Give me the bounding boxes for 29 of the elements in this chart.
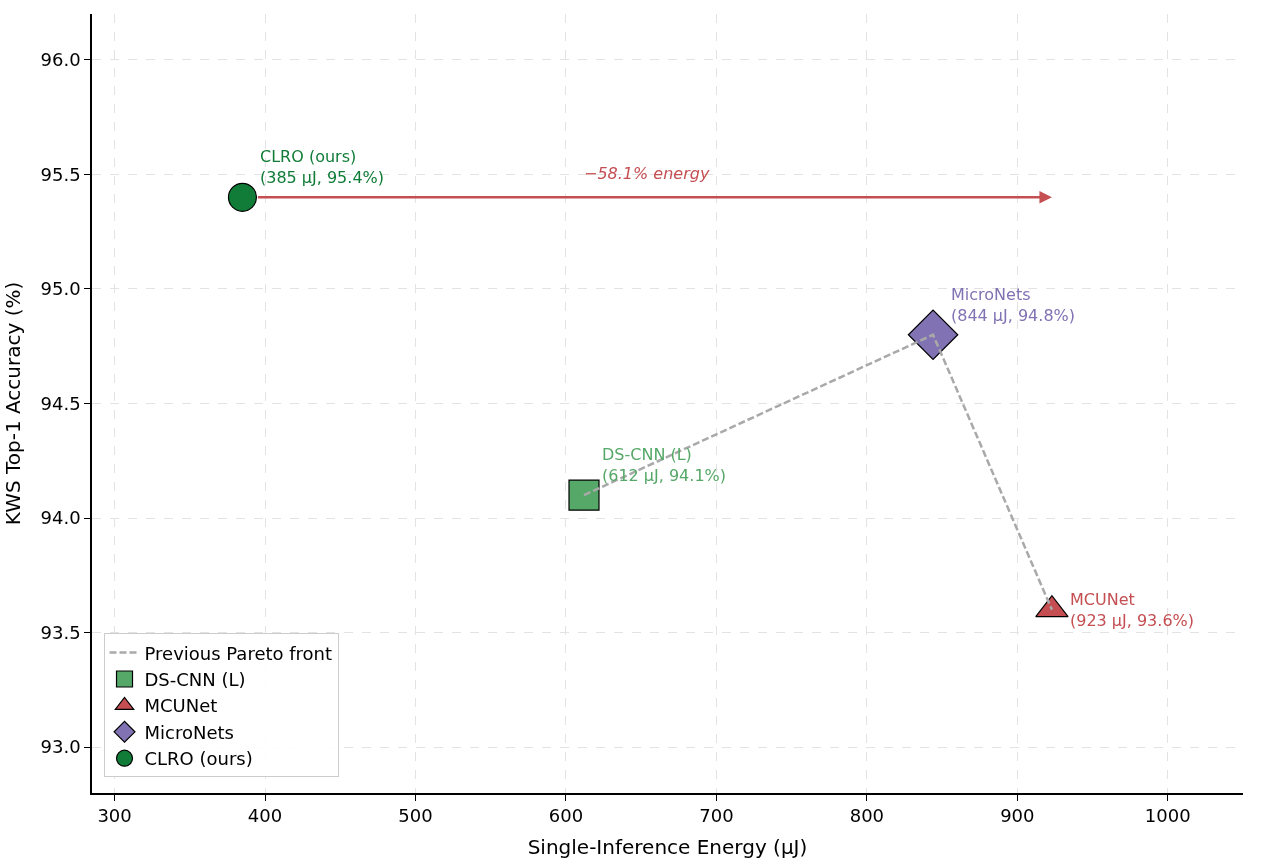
- annotation: −58.1% energy: [584, 164, 710, 183]
- point: [227, 182, 258, 212]
- annotation: DS-CNN (L) (612 μJ, 94.1%): [602, 445, 727, 485]
- legend-label: DS-CNN (L): [144, 669, 246, 691]
- y-axis-title: KWS Top-1 Accuracy (%): [0, 281, 25, 526]
- legend-label: MicroNets: [144, 721, 234, 743]
- y-tick-label: 95.0: [40, 278, 81, 300]
- x-axis-title: Single-Inference Energy (μJ): [527, 835, 808, 860]
- legend-label: MCUNet: [144, 695, 218, 717]
- x-tick-label: 700: [699, 805, 734, 827]
- x-tick-label: 500: [398, 805, 433, 827]
- y-tick-label: 95.5: [40, 163, 81, 185]
- y-tick-label: 93.0: [40, 736, 81, 758]
- annotation: MCUNet (923 μJ, 93.6%): [1070, 590, 1195, 630]
- legend-label: Previous Pareto front: [144, 642, 333, 664]
- legend-label: CLRO (ours): [144, 748, 253, 770]
- x-tick-label: 900: [1000, 805, 1035, 827]
- annotation: MicroNets (844 μJ, 94.8%): [951, 285, 1076, 325]
- x-tick-label: 300: [97, 805, 132, 827]
- annotation: CLRO (ours) (385 μJ, 95.4%): [260, 147, 385, 187]
- y-tick-label: 96.0: [40, 49, 81, 71]
- point: [568, 479, 600, 511]
- x-tick-label: 400: [247, 805, 283, 827]
- x-tick-label: 1000: [1144, 805, 1191, 827]
- y-tick-label: 94.5: [40, 392, 81, 414]
- x-tick-label: 800: [849, 805, 885, 827]
- y-tick-label: 94.0: [40, 507, 81, 529]
- x-tick-label: 600: [548, 805, 584, 827]
- y-tick-label: 93.5: [40, 621, 81, 643]
